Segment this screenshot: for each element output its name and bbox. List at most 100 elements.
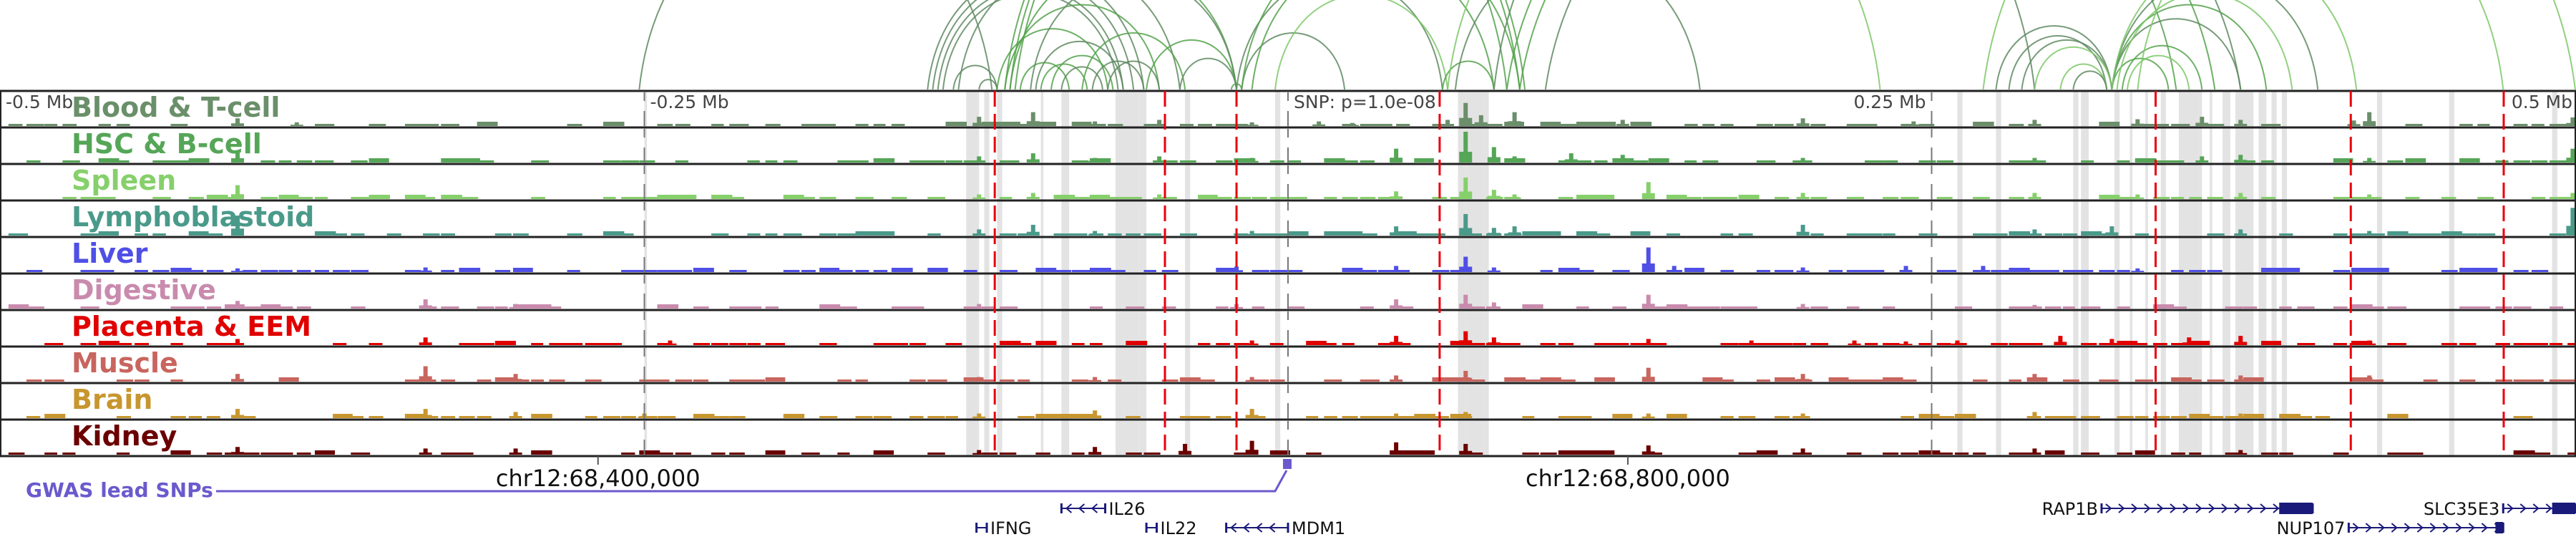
strand-arrow-icon (2144, 503, 2151, 513)
signal-peak-base (1153, 160, 1166, 163)
axis-tick-label: -0.5 Mb (6, 92, 73, 112)
gwas-label: GWAS lead SNPs (26, 478, 213, 502)
signal-noise (2513, 124, 2528, 126)
signal-peak-base (1088, 452, 1102, 455)
signal-noise (1558, 379, 1576, 382)
signal-noise (1883, 233, 1896, 236)
signal-peak-base (1796, 379, 1810, 382)
signal-noise (1089, 343, 1103, 345)
signal-noise (1071, 453, 1085, 455)
signal-noise (711, 233, 729, 236)
signal-noise (1936, 343, 1951, 345)
interaction-arc (1146, 39, 1238, 90)
signal-noise (2189, 414, 2210, 418)
signal-noise (1883, 453, 1899, 455)
signal-peak (1249, 409, 1254, 418)
signal-noise (44, 124, 58, 126)
signal-noise (1612, 414, 1633, 418)
signal-noise (2531, 197, 2546, 199)
signal-noise (855, 379, 868, 382)
signal-noise (981, 453, 998, 455)
signal-noise (549, 343, 567, 345)
signal-noise (1018, 343, 1032, 345)
signal-noise (981, 122, 1003, 126)
signal-noise (1018, 379, 1030, 382)
signal-peak (2367, 158, 2372, 163)
signal-noise (314, 124, 335, 126)
signal-noise (1991, 343, 2008, 345)
signal-noise (1756, 379, 1770, 382)
signal-noise (1775, 270, 1794, 272)
signal-noise (1414, 450, 1435, 455)
signal-noise (278, 377, 299, 382)
signal-noise (801, 124, 821, 126)
signal-peak-base (2131, 271, 2145, 272)
signal-noise (1775, 343, 1792, 345)
signal-noise (1000, 379, 1015, 382)
signal-peak (668, 340, 673, 345)
track-label: Kidney (72, 420, 177, 452)
signal-noise (1414, 158, 1434, 163)
signal-noise (1269, 343, 1284, 345)
signal-noise (1576, 450, 1598, 455)
signal-noise (243, 453, 260, 455)
strand-arrow-icon (2352, 523, 2359, 533)
signal-noise (639, 379, 659, 382)
signal-noise (404, 414, 426, 418)
signal-noise (8, 124, 23, 126)
signal-peak-base (1745, 343, 1758, 345)
signal-noise (693, 343, 711, 345)
signal-noise (873, 343, 894, 345)
signal-noise (927, 379, 947, 382)
signal-peak (1234, 266, 1239, 272)
signal-peak (1249, 377, 1254, 382)
strand-arrow-icon (2468, 523, 2475, 533)
signal-noise (1216, 268, 1236, 272)
signal-noise (188, 416, 203, 418)
signal-noise (2171, 124, 2190, 126)
signal-peak-base (1796, 270, 1810, 272)
signal-noise (801, 453, 820, 455)
signal-noise (2333, 453, 2349, 455)
signal-peak (2238, 450, 2243, 455)
signal-noise (1883, 377, 1903, 382)
signal-noise (602, 231, 625, 236)
signal-noise (404, 124, 424, 126)
signal-peak (2238, 155, 2243, 163)
signal-noise (351, 160, 368, 163)
signal-peak-base (1245, 343, 1259, 345)
signal-noise (1000, 306, 1018, 309)
signal-peak (2032, 374, 2037, 382)
signal-peak-base (1641, 304, 1655, 309)
signal-noise (2441, 343, 2457, 345)
signal-noise (1108, 379, 1122, 382)
signal-noise (657, 379, 670, 382)
signal-peak (2109, 226, 2114, 236)
signal-noise (477, 160, 494, 163)
signal-noise (1540, 270, 1553, 272)
signal-noise (1071, 414, 1093, 418)
signal-peak-base (1245, 379, 1259, 382)
signal-noise (98, 124, 111, 126)
signal-noise (1756, 343, 1775, 345)
signal-noise (1324, 343, 1337, 345)
signal-noise (1936, 270, 1957, 272)
signal-noise (1576, 160, 1592, 163)
signal-noise (1396, 416, 1415, 418)
signal-noise (1234, 124, 1248, 126)
signal-noise (423, 197, 436, 199)
strand-arrow-icon (2416, 523, 2424, 533)
signal-peak-base (1026, 231, 1040, 236)
signal-noise (873, 158, 895, 163)
signal-noise (2044, 270, 2059, 272)
signal-noise (693, 414, 715, 418)
signal-noise (1828, 270, 1843, 272)
signal-noise (2099, 195, 2120, 199)
signal-noise (2261, 160, 2274, 163)
signal-noise (873, 270, 888, 272)
signal-noise (513, 304, 535, 309)
signal-noise (2207, 416, 2224, 418)
signal-noise (981, 379, 994, 382)
signal-peak-base (1796, 196, 1810, 199)
signal-noise (135, 233, 149, 236)
